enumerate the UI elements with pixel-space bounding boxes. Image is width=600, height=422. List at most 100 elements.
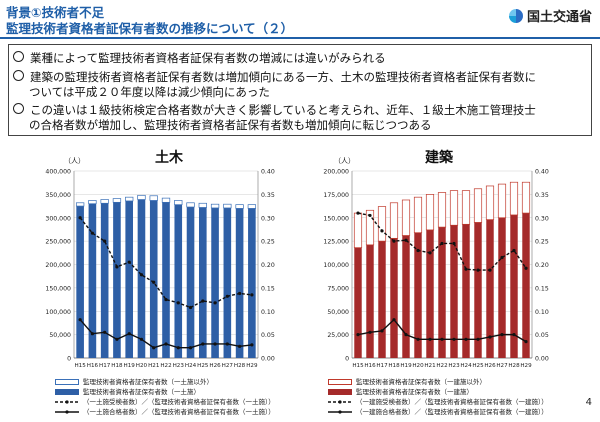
legend-swatch-solid-line (55, 409, 79, 415)
bar-stack-top (365, 209, 375, 246)
bar-stack-top (235, 204, 244, 209)
line-point (524, 340, 528, 344)
y-tick-label: 100,000 (323, 262, 349, 269)
bullet-circle-icon (13, 51, 24, 62)
y-tick-label: 350,000 (45, 192, 71, 199)
bar (366, 244, 374, 358)
x-tick-label: H25 (472, 363, 484, 369)
x-tick-label: H25 (197, 363, 209, 369)
bar-stack-top (223, 203, 232, 209)
y2-tick-label: 0.40 (261, 169, 275, 176)
bar-stack-top (88, 200, 97, 205)
x-tick-label: H23 (173, 363, 185, 369)
bar-stack-top (247, 204, 257, 209)
x-tick-label: H18 (111, 363, 123, 369)
y-tick-label: 100,000 (45, 309, 71, 316)
y-tick-label: 150,000 (45, 285, 71, 292)
bar-stack-top (461, 190, 471, 225)
bar-stack-top (125, 196, 134, 202)
x-tick-label: H20 (136, 363, 148, 369)
bar-stack-top (186, 202, 195, 208)
y-tick-label: 0 (67, 356, 71, 363)
bar-stack-top (161, 197, 171, 203)
y-tick-label: 200,000 (45, 262, 71, 269)
bar (223, 207, 232, 358)
mlit-logo: 国土交通省 (508, 6, 592, 25)
bar (426, 229, 434, 358)
line-point (380, 329, 384, 333)
y-tick-label: 125,000 (323, 239, 349, 246)
bullet-2-line-2: ついては平成２０年度以降は減少傾向にあった (29, 85, 270, 99)
line-point (78, 216, 82, 220)
header-line-2: 監理技術者資格者証保有者数の推移について（２） (6, 21, 294, 36)
y-tick-label: 400,000 (45, 169, 71, 176)
line-point (416, 337, 420, 341)
line-point (380, 229, 384, 233)
line-point (225, 294, 229, 298)
bullet-2: 建築の監理技術者資格者証保有者数は増加傾向にある一方、土木の監理技術者資格者証保… (13, 69, 536, 85)
x-tick-label: H17 (99, 363, 111, 369)
y2-tick-label: 0.40 (535, 169, 549, 176)
bar (522, 213, 530, 358)
line-point (476, 337, 480, 341)
x-tick-label: H15 (74, 363, 86, 369)
bar-stack-top (425, 194, 435, 231)
y2-tick-label: 0.05 (535, 332, 549, 339)
legend-swatch-filled (328, 389, 352, 395)
line-point (500, 255, 504, 260)
bar (354, 247, 362, 358)
y2-tick-label: 0.30 (535, 215, 549, 222)
line-point (392, 239, 396, 243)
y-tick-label: 50,000 (327, 309, 349, 316)
y2-tick-label: 0.00 (261, 356, 275, 363)
line-point (250, 293, 254, 297)
line-point (488, 335, 492, 339)
bar-stack-top (497, 183, 507, 219)
bullet-circle-icon (13, 70, 24, 81)
line-point (213, 342, 217, 346)
y2-tick-label: 0.20 (261, 262, 275, 269)
line-point (452, 337, 456, 341)
line-point (78, 318, 82, 322)
bar-stack-top (198, 202, 207, 208)
y2-tick-label: 0.30 (261, 215, 275, 222)
legend-kenchiku: 監理技術者資格者証保有者数（一建施以外） 監理技術者資格者証保有者数（一建施） … (328, 376, 588, 416)
bar-stack-top (509, 181, 519, 216)
y2-tick-label: 0.15 (535, 285, 549, 292)
bar-stack-top (437, 192, 447, 228)
bar-stack-top (137, 194, 146, 200)
line-point (238, 344, 242, 348)
y2-tick-label: 0.25 (535, 239, 549, 246)
bar-stack-top (353, 212, 363, 249)
line-point (356, 211, 360, 215)
legend-label: （一建施合格者数）／（監理技術者資格者証保有者数（一建施）） (356, 408, 548, 416)
y-tick-label: 150,000 (323, 215, 349, 222)
bullet-1-line-1: 業種によって監理技術者資格者証保有者数の増減には違いがみられる (30, 51, 386, 65)
line-point (512, 248, 516, 253)
slide-header: 背景①技術者不足 監理技術者資格者証保有者数の推移について（２） 国土交通省 (0, 0, 600, 39)
bar-stack-top (401, 199, 411, 236)
x-tick-label: H24 (185, 363, 197, 369)
line-point (488, 268, 492, 272)
bullet-2-line-1: 建築の監理技術者資格者証保有者数は増加傾向にある一方、土木の監理技術者資格者証保… (30, 70, 536, 84)
y-tick-label: 75,000 (327, 285, 349, 292)
legend-item: 監理技術者資格者証保有者数（一土施以外） (55, 376, 213, 386)
bar-stack-top (413, 196, 423, 234)
bar (198, 207, 207, 358)
line-point (115, 265, 119, 269)
legend-label: 監理技術者資格者証保有者数（一建施） (356, 388, 473, 396)
chart-title-kenchiku: 建築 (425, 150, 453, 166)
bar (100, 203, 109, 358)
line-point (188, 305, 193, 310)
line-point (464, 267, 468, 271)
line-point (440, 337, 444, 341)
x-tick-label: H27 (496, 363, 508, 369)
line-point (103, 330, 107, 334)
bar-stack-top (473, 188, 483, 223)
bar (402, 235, 410, 358)
bar-stack-top (485, 185, 495, 220)
x-tick-label: H21 (148, 363, 160, 369)
legend-swatch-solid-line (328, 409, 352, 415)
line-point (164, 297, 168, 302)
